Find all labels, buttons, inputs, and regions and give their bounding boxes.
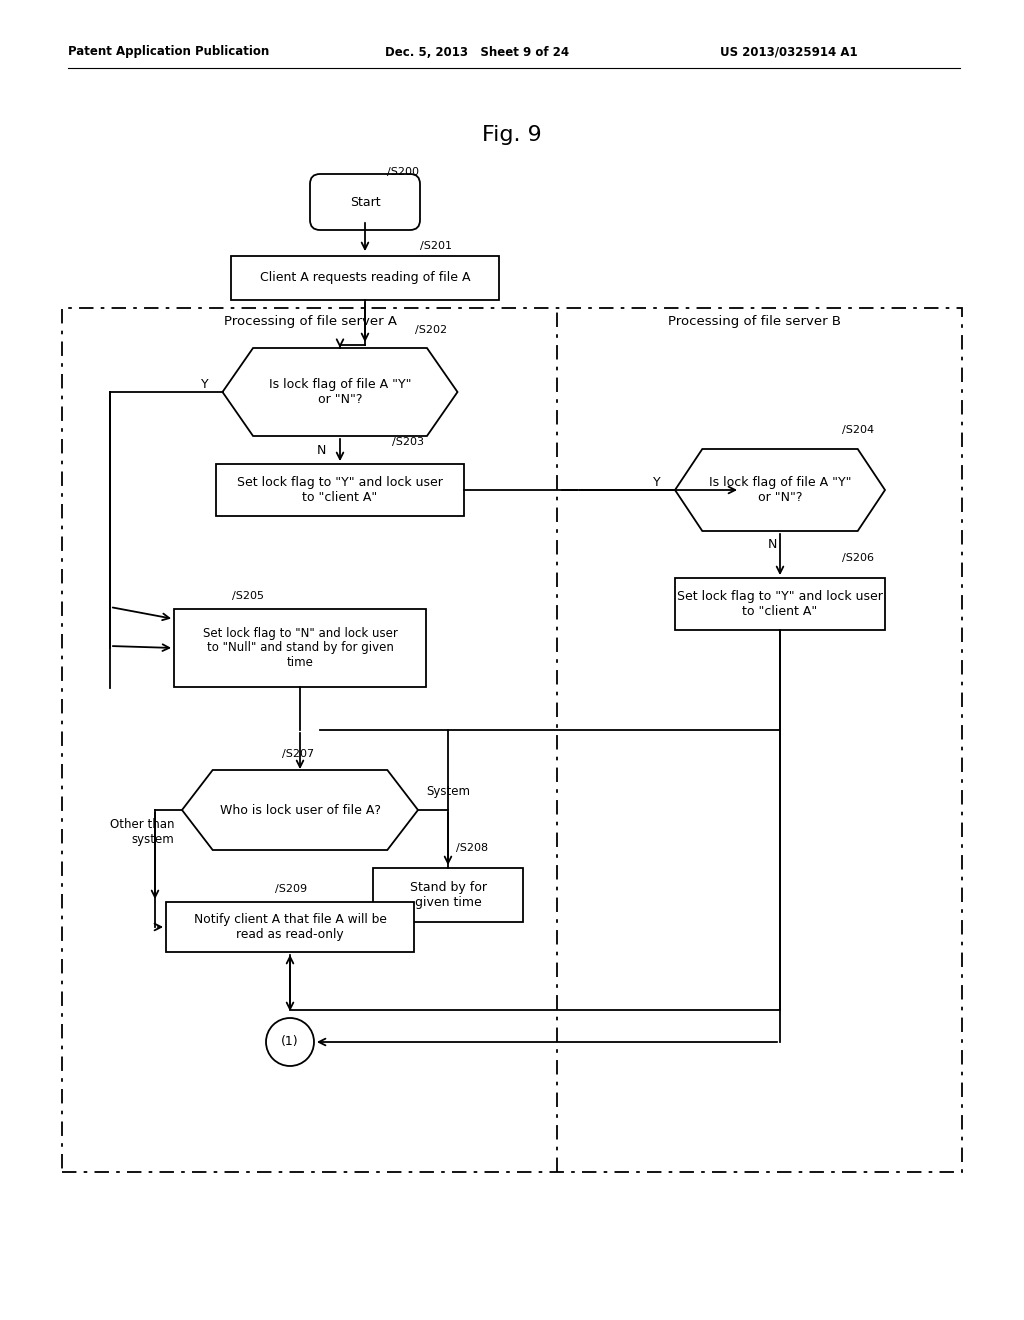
- Text: /S202: /S202: [415, 325, 447, 335]
- Polygon shape: [222, 348, 458, 436]
- Text: Stand by for
given time: Stand by for given time: [410, 880, 486, 909]
- Text: /S200: /S200: [387, 168, 419, 177]
- Text: Who is lock user of file A?: Who is lock user of file A?: [219, 804, 381, 817]
- Text: Fig. 9: Fig. 9: [482, 125, 542, 145]
- Text: /S206: /S206: [842, 553, 874, 564]
- Bar: [62, 308, 962, 1172]
- Text: N: N: [767, 539, 776, 552]
- Text: US 2013/0325914 A1: US 2013/0325914 A1: [720, 45, 858, 58]
- Bar: [373, 869, 523, 921]
- Text: Set lock flag to "Y" and lock user
to "client A": Set lock flag to "Y" and lock user to "c…: [238, 477, 443, 504]
- Text: System: System: [426, 785, 470, 799]
- Polygon shape: [182, 770, 418, 850]
- Text: Set lock flag to "N" and lock user
to "Null" and stand by for given
time: Set lock flag to "N" and lock user to "N…: [203, 627, 397, 669]
- Text: Notify client A that file A will be
read as read-only: Notify client A that file A will be read…: [194, 913, 386, 941]
- Text: /S203: /S203: [392, 437, 424, 447]
- Text: Is lock flag of file A "Y"
or "N"?: Is lock flag of file A "Y" or "N"?: [268, 378, 412, 407]
- Text: Set lock flag to "Y" and lock user
to "client A": Set lock flag to "Y" and lock user to "c…: [677, 590, 883, 618]
- Text: /S208: /S208: [456, 843, 488, 853]
- Bar: [174, 609, 426, 686]
- Bar: [216, 465, 464, 516]
- Text: Other than
system: Other than system: [110, 818, 174, 846]
- Text: Dec. 5, 2013   Sheet 9 of 24: Dec. 5, 2013 Sheet 9 of 24: [385, 45, 569, 58]
- Text: Patent Application Publication: Patent Application Publication: [68, 45, 269, 58]
- Text: /S201: /S201: [420, 242, 452, 251]
- Bar: [166, 902, 414, 952]
- Text: /S209: /S209: [275, 884, 307, 894]
- Text: Client A requests reading of file A: Client A requests reading of file A: [260, 272, 470, 285]
- Bar: [675, 578, 885, 630]
- Text: Is lock flag of file A "Y"
or "N"?: Is lock flag of file A "Y" or "N"?: [709, 477, 851, 504]
- Circle shape: [266, 1018, 314, 1067]
- Text: Processing of file server B: Processing of file server B: [669, 315, 842, 329]
- Bar: [231, 256, 499, 300]
- Text: (1): (1): [282, 1035, 299, 1048]
- Polygon shape: [675, 449, 885, 531]
- FancyBboxPatch shape: [310, 174, 420, 230]
- Text: Start: Start: [349, 195, 380, 209]
- Text: Processing of file server A: Processing of file server A: [223, 315, 396, 329]
- Text: /S205: /S205: [232, 591, 264, 601]
- Text: Y: Y: [202, 378, 209, 391]
- Text: /S207: /S207: [282, 748, 314, 759]
- Text: Y: Y: [653, 475, 662, 488]
- Text: N: N: [316, 444, 326, 457]
- Text: /S204: /S204: [842, 425, 874, 436]
